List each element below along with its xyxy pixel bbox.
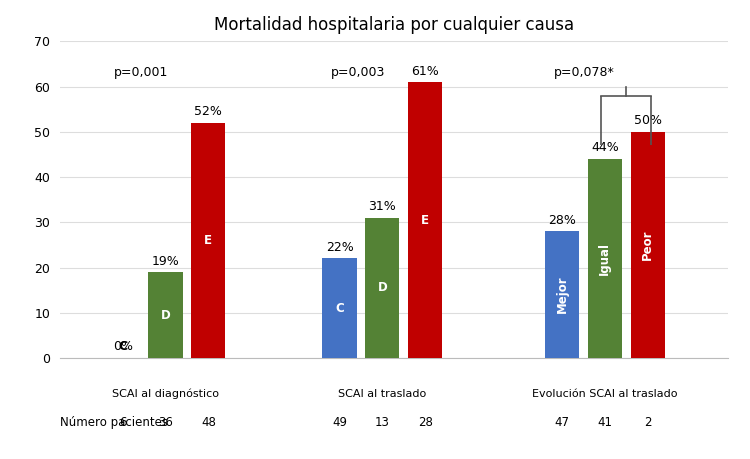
Text: Evolución SCAI al traslado: Evolución SCAI al traslado [532, 389, 677, 398]
Text: 50%: 50% [634, 114, 662, 127]
Text: p=0,001: p=0,001 [114, 67, 169, 79]
Text: Igual: Igual [598, 242, 611, 275]
Text: D: D [160, 308, 170, 322]
Text: 44%: 44% [591, 141, 619, 154]
Text: 49: 49 [332, 416, 347, 429]
Text: 52%: 52% [194, 105, 222, 118]
Text: C: C [335, 302, 344, 315]
Text: D: D [377, 281, 387, 294]
Bar [148, 272, 183, 358]
Bar [408, 82, 442, 358]
Text: SCAI al traslado: SCAI al traslado [338, 389, 427, 398]
Text: C: C [118, 341, 128, 353]
Text: 36: 36 [158, 416, 173, 429]
Bar [365, 218, 400, 358]
Text: 47: 47 [554, 416, 569, 429]
Text: Mejor: Mejor [556, 276, 568, 313]
Text: p=0,078*: p=0,078* [554, 67, 614, 79]
Text: 22%: 22% [326, 241, 353, 254]
Text: E: E [422, 213, 429, 227]
Text: 2: 2 [644, 416, 652, 429]
Title: Mortalidad hospitalaria por cualquier causa: Mortalidad hospitalaria por cualquier ca… [214, 16, 574, 34]
Text: SCAI al diagnóstico: SCAI al diagnóstico [112, 389, 219, 399]
Bar [631, 132, 664, 358]
Text: 28: 28 [418, 416, 433, 429]
Bar [191, 123, 226, 358]
Text: 31%: 31% [368, 200, 396, 213]
Bar [588, 159, 622, 358]
Text: 28%: 28% [548, 214, 576, 227]
Text: 13: 13 [375, 416, 390, 429]
Text: 41: 41 [597, 416, 612, 429]
Text: Peor: Peor [641, 230, 654, 260]
Text: 0%: 0% [112, 341, 133, 353]
Bar [545, 231, 579, 358]
Bar [322, 258, 357, 358]
Text: p=0,003: p=0,003 [331, 67, 386, 79]
Text: 6: 6 [119, 416, 127, 429]
Text: Número pacientes: Número pacientes [60, 416, 168, 429]
Text: E: E [204, 234, 212, 247]
Text: 61%: 61% [411, 65, 439, 78]
Text: 19%: 19% [152, 255, 179, 268]
Text: 48: 48 [201, 416, 216, 429]
